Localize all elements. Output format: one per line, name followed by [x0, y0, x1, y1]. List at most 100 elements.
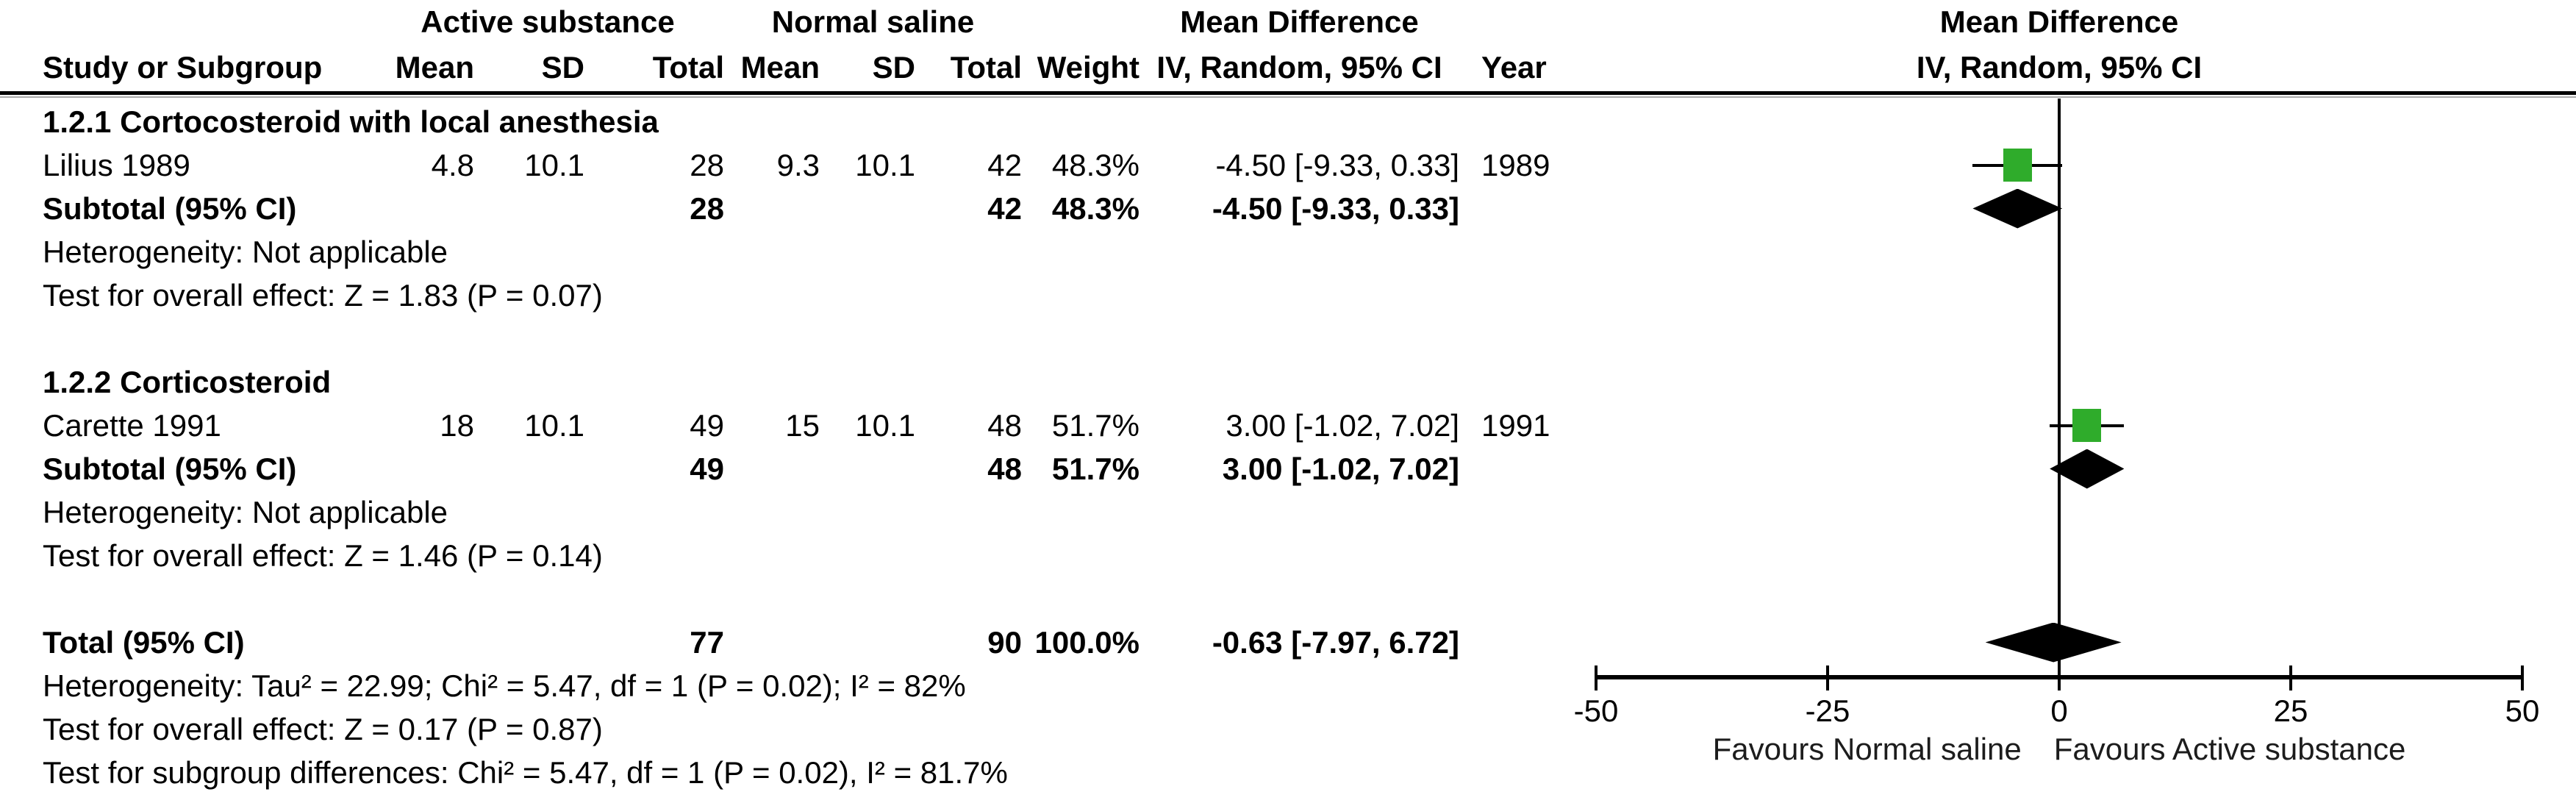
axis-tick-label: 0 [2050, 693, 2068, 728]
subgroup-title-row: 1.2.1 Cortocosteroid with local anesthes… [0, 100, 1573, 143]
favours-left-label: Favours Normal saline [1712, 732, 2022, 766]
note-row: Test for overall effect: Z = 1.83 (P = 0… [0, 274, 1573, 317]
subtotal-label: Subtotal (95% CI) [43, 451, 297, 486]
cell-ci: -4.50 [-9.33, 0.33] [1215, 147, 1459, 182]
cell-total-saline: 48 [987, 407, 1022, 443]
cell-weight: 48.3% [1051, 147, 1139, 182]
axis-tick [2058, 665, 2061, 690]
col-study-or-subgroup: Study or Subgroup [43, 50, 323, 85]
subtotal-label: Subtotal (95% CI) [43, 190, 297, 226]
header-separator-shadow [0, 96, 2576, 98]
group-header-normal-saline: Normal saline [771, 4, 975, 39]
col-year: Year [1481, 50, 1547, 85]
cell-weight: 51.7% [1051, 407, 1139, 443]
overall-effect-note: Test for overall effect: Z = 1.46 (P = 0… [43, 538, 603, 573]
x-axis [1596, 675, 2522, 679]
plot-header-ci: IV, Random, 95% CI [1916, 50, 2203, 85]
cell-sd-active: 10.1 [524, 147, 584, 182]
note-row: Heterogeneity: Tau² = 22.99; Chi² = 5.47… [0, 664, 1573, 707]
group-header-active-substance: Active substance [421, 4, 675, 39]
total-label: Total (95% CI) [43, 624, 245, 660]
group-header-mean-difference: Mean Difference [1180, 4, 1419, 39]
cell-sd-saline: 10.1 [855, 407, 915, 443]
axis-tick [1595, 665, 1598, 690]
cell-ci: 3.00 [-1.02, 7.02] [1226, 407, 1459, 443]
cell-total-saline: 42 [987, 147, 1022, 182]
cell-sd-active: 10.1 [524, 407, 584, 443]
study-row-carette: Carette 1991 18 10.1 49 15 10.1 48 51.7%… [0, 404, 1573, 447]
favours-right-label: Favours Active substance [2053, 732, 2406, 766]
cell-weight: 48.3% [1051, 190, 1139, 226]
heterogeneity-total-note: Heterogeneity: Tau² = 22.99; Chi² = 5.47… [43, 668, 966, 703]
col-total-active: Total [652, 50, 724, 85]
study-marker [2072, 409, 2102, 442]
overall-effect-note: Test for overall effect: Z = 1.83 (P = 0… [43, 277, 603, 313]
subgroup-title: 1.2.1 Cortocosteroid with local anesthes… [43, 104, 659, 139]
column-header-row: Study or Subgroup Mean SD Total Mean SD … [0, 41, 1570, 90]
subgroup-title-row: 1.2.2 Corticosteroid [0, 360, 1573, 404]
col-total-saline: Total [950, 50, 1022, 85]
subgroup-title: 1.2.2 Corticosteroid [43, 364, 332, 399]
header-separator [0, 91, 2576, 95]
cell-ci: -0.63 [-7.97, 6.72] [1212, 624, 1459, 660]
note-row: Test for overall effect: Z = 0.17 (P = 0… [0, 707, 1573, 751]
cell-mean-saline: 9.3 [776, 147, 820, 182]
note-row: Heterogeneity: Not applicable [0, 490, 1573, 534]
col-weight: Weight [1037, 50, 1139, 85]
col-mean-active: Mean [395, 50, 474, 85]
subgroup-differences-note: Test for subgroup differences: Chi² = 5.… [43, 754, 1008, 790]
blank-row [0, 317, 1573, 360]
heterogeneity-note: Heterogeneity: Not applicable [43, 494, 448, 529]
subtotal-row: Subtotal (95% CI) 49 48 51.7% 3.00 [-1.0… [0, 447, 1573, 490]
cell-mean-active: 4.8 [431, 147, 474, 182]
col-sd-saline: SD [872, 50, 915, 85]
col-mean-saline: Mean [740, 50, 820, 85]
note-row: Test for subgroup differences: Chi² = 5.… [0, 751, 1573, 794]
cell-total-active: 28 [690, 190, 724, 226]
zero-line [2058, 99, 2061, 677]
axis-tick [2521, 665, 2524, 690]
cell-total-active: 49 [690, 451, 724, 486]
group-header-row: Active substance Normal saline Mean Diff… [0, 3, 1459, 41]
total-row: Total (95% CI) 77 90 100.0% -0.63 [-7.97… [0, 621, 1573, 664]
cell-weight: 51.7% [1051, 451, 1139, 486]
col-sd-active: SD [541, 50, 584, 85]
overall-effect-total-note: Test for overall effect: Z = 0.17 (P = 0… [43, 711, 603, 746]
cell-mean-saline: 15 [785, 407, 820, 443]
ci-line [1972, 163, 2063, 167]
study-label: Carette 1991 [43, 407, 221, 443]
axis-tick [2289, 665, 2292, 690]
axis-tick-label: -25 [1805, 693, 1850, 728]
favours-labels: Favours Normal saline Favours Active sub… [1581, 732, 2537, 767]
summary-diamond [1972, 188, 2063, 229]
axis-tick [1826, 665, 1829, 690]
col-ci: IV, Random, 95% CI [1156, 50, 1442, 85]
cell-total-saline: 48 [987, 451, 1022, 486]
cell-mean-active: 18 [440, 407, 474, 443]
summary-diamond [2050, 449, 2125, 489]
cell-total-active: 49 [690, 407, 724, 443]
heterogeneity-note: Heterogeneity: Not applicable [43, 234, 448, 269]
cell-ci: 3.00 [-1.02, 7.02] [1222, 451, 1459, 486]
note-row: Heterogeneity: Not applicable [0, 230, 1573, 274]
cell-total-saline: 90 [987, 624, 1022, 660]
plot-header-mean-difference: Mean Difference [1939, 4, 2179, 39]
cell-weight: 100.0% [1034, 624, 1139, 660]
cell-year: 1989 [1481, 147, 1550, 182]
axis-tick-label: 25 [2273, 693, 2308, 728]
note-row: Test for overall effect: Z = 1.46 (P = 0… [0, 534, 1573, 577]
cell-year: 1991 [1481, 407, 1550, 443]
study-table: 1.2.1 Cortocosteroid with local anesthes… [0, 100, 1573, 794]
cell-sd-saline: 10.1 [855, 147, 915, 182]
study-label: Lilius 1989 [43, 147, 190, 182]
cell-total-active: 77 [690, 624, 724, 660]
summary-diamond [1985, 622, 2122, 663]
ci-line [2050, 424, 2125, 427]
cell-total-active: 28 [690, 147, 724, 182]
cell-total-saline: 42 [987, 190, 1022, 226]
axis-tick-label: 50 [2505, 693, 2540, 728]
study-marker [2003, 149, 2032, 182]
cell-ci: -4.50 [-9.33, 0.33] [1212, 190, 1459, 226]
subtotal-row: Subtotal (95% CI) 28 42 48.3% -4.50 [-9.… [0, 187, 1573, 230]
